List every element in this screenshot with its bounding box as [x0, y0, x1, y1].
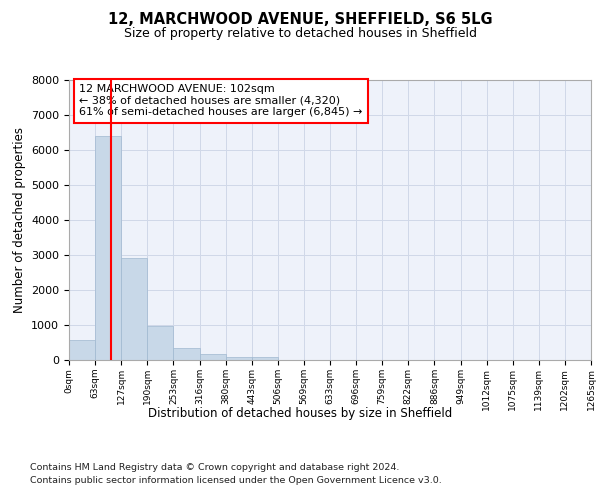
Bar — [69, 340, 95, 360]
Bar — [173, 348, 199, 360]
Text: Size of property relative to detached houses in Sheffield: Size of property relative to detached ho… — [124, 28, 476, 40]
Bar — [121, 258, 148, 360]
Text: Contains public sector information licensed under the Open Government Licence v3: Contains public sector information licen… — [30, 476, 442, 485]
Y-axis label: Number of detached properties: Number of detached properties — [13, 127, 26, 313]
Bar — [226, 356, 252, 360]
Text: 12 MARCHWOOD AVENUE: 102sqm
← 38% of detached houses are smaller (4,320)
61% of : 12 MARCHWOOD AVENUE: 102sqm ← 38% of det… — [79, 84, 363, 117]
Bar — [199, 354, 226, 360]
Text: Contains HM Land Registry data © Crown copyright and database right 2024.: Contains HM Land Registry data © Crown c… — [30, 462, 400, 471]
Bar — [148, 326, 173, 360]
Bar — [95, 136, 121, 360]
Text: 12, MARCHWOOD AVENUE, SHEFFIELD, S6 5LG: 12, MARCHWOOD AVENUE, SHEFFIELD, S6 5LG — [107, 12, 493, 28]
Text: Distribution of detached houses by size in Sheffield: Distribution of detached houses by size … — [148, 408, 452, 420]
Bar — [252, 358, 278, 360]
